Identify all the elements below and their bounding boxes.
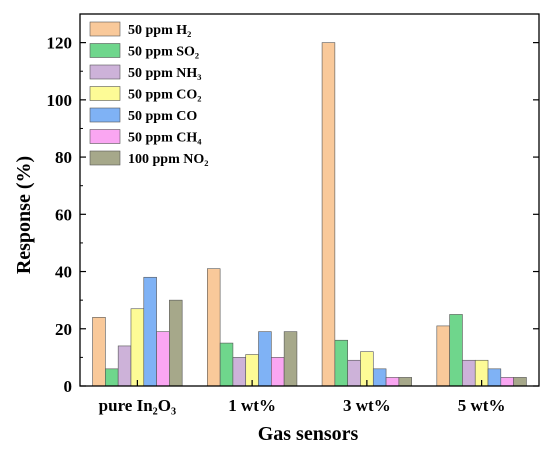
x-tick-label: pure In₂O₃ [99,396,176,415]
bar [130,308,145,387]
bar [500,377,514,387]
bar [347,359,361,387]
legend-label: 100 ppm NO₂ [128,152,208,167]
legend-label: 50 ppm SO₂ [128,45,199,60]
bar [385,377,400,387]
bar [207,268,221,387]
legend-swatch [89,150,121,166]
bar [398,377,412,387]
y-tick-label: 0 [64,377,73,396]
y-tick-label: 120 [47,34,73,53]
bar [117,345,132,387]
y-tick-label: 60 [55,205,72,224]
x-tick-label: 3 wt% [343,396,391,415]
bar [283,331,298,387]
bar [169,299,183,387]
legend-swatch [89,64,121,80]
bar [513,377,527,387]
bar [258,331,272,387]
bar [271,357,285,387]
y-tick-label: 20 [55,320,72,339]
bar [232,357,247,387]
bar [92,317,106,387]
y-tick-label: 80 [55,148,72,167]
legend-swatch [89,86,121,101]
bar [372,368,387,387]
legend-swatch [89,43,121,58]
bar [487,368,502,387]
legend-swatch [89,107,121,123]
bar [219,342,234,387]
legend-label: 50 ppm CH₄ [128,131,202,146]
y-axis-title: Response (%) [13,156,35,274]
y-tick-label: 100 [47,91,73,110]
bar [462,359,476,387]
bar [449,314,463,387]
bars-layer [92,42,527,387]
axes-layer: 0 20 40 60 80 100 120 pure In₂O₃ 1 wt% 3 wt% 5 wt% [47,13,540,415]
bar [156,331,170,387]
legend-label: 50 ppm CO₂ [128,88,201,103]
bar [436,325,450,387]
legend-swatch [89,129,121,144]
x-tick-label: 1 wt% [228,396,276,415]
x-tick-label: 5 wt% [458,396,506,415]
legend: 50 ppm H₂ 50 ppm SO₂ 50 ppm NH₃ 50 ppm CO₂ 5… [89,21,208,167]
bar [105,368,119,387]
legend-label: 50 ppm NH₃ [128,66,201,81]
bar [321,42,336,387]
bar [334,339,348,387]
y-tick-label: 40 [55,263,72,282]
legend-label: 50 ppm H₂ [128,23,191,38]
plot-frame [79,13,540,387]
legend-swatch [89,21,121,37]
legend-label: 50 ppm CO [128,109,197,124]
x-axis-title: Gas sensors [258,423,359,445]
bar [143,276,157,387]
